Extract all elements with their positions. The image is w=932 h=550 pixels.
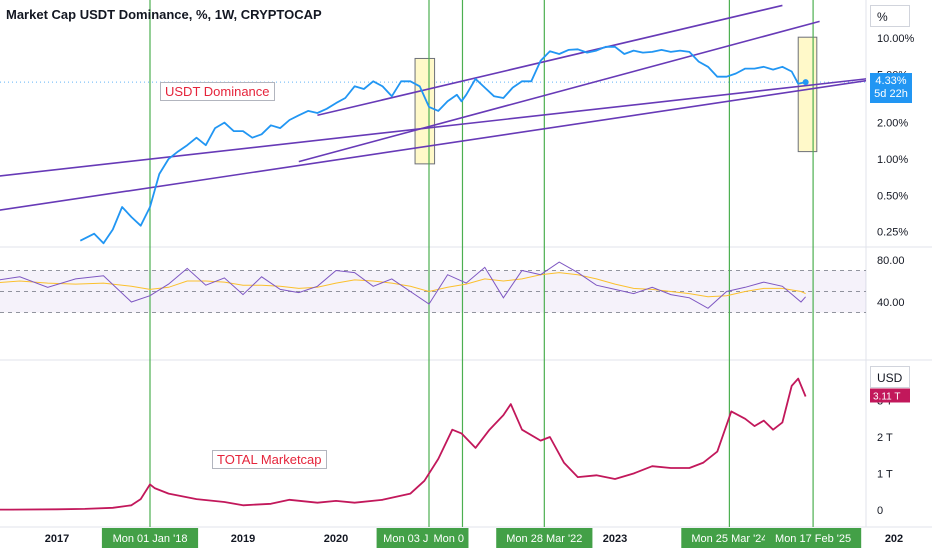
marker-date-label: Mon 28 Mar '22 — [506, 533, 582, 545]
x-tick-label: 2020 — [324, 533, 348, 545]
rsi-ma-line — [0, 272, 806, 298]
trendline — [298, 20, 820, 163]
marker-date-label: Mon 25 Mar '24 — [691, 533, 767, 545]
price-tick-label: 0.50% — [877, 190, 908, 202]
axis-layer: 10.00%5.00%2.00%1.00%0.50%0.25%80.0040.0… — [45, 33, 915, 548]
last-price-dot — [802, 79, 809, 86]
trendline — [0, 79, 866, 211]
marker-date-tag — [428, 528, 469, 548]
marker-date-label: Mon 0 — [433, 533, 464, 545]
x-tick-label: 202 — [885, 533, 903, 545]
x-tick-label: 2019 — [231, 533, 255, 545]
rsi-tick-label: 40.00 — [877, 297, 905, 309]
total-marketcap-line — [0, 377, 807, 511]
total-tick-label: 0 — [877, 505, 883, 517]
highlight-box — [797, 36, 818, 153]
usd-scale-button[interactable]: USD — [870, 366, 910, 388]
price-tick-label: 10.00% — [877, 33, 915, 45]
usdt-dominance-label[interactable]: USDT Dominance — [160, 82, 275, 101]
marker-date-tag — [101, 528, 199, 548]
countdown: 5d 22h — [874, 88, 908, 100]
total-price-tag — [870, 388, 910, 403]
marker-date-label: Mon 03 J — [383, 533, 428, 545]
highlight-box — [414, 57, 436, 165]
chart-title: Market Cap USDT Dominance, %, 1W, CRYPTO… — [6, 7, 322, 22]
rsi-line — [0, 261, 806, 309]
total-marketcap-label[interactable]: TOTAL Marketcap — [212, 450, 327, 469]
series-layer — [0, 45, 809, 511]
marker-date-label: Mon 17 Feb '25 — [775, 533, 851, 545]
highlight-box-layer — [414, 36, 818, 165]
price-tick-label: 2.00% — [877, 118, 908, 130]
price-value: 4.33% — [875, 75, 907, 87]
marker-date-tag — [681, 528, 778, 548]
marker-date-label: Mon 01 Jan '18 — [113, 533, 188, 545]
trendline — [317, 4, 783, 117]
total-tick-label: 2 T — [877, 432, 893, 444]
rsi-tick-label: 80.00 — [877, 255, 905, 267]
trendline — [0, 78, 866, 177]
marker-date-tag — [496, 528, 593, 548]
total-price-tag-text: 3.11 T — [873, 391, 900, 402]
percent-scale-button[interactable]: % — [870, 5, 910, 27]
rsi-band-layer — [0, 270, 866, 313]
x-tick-label: 2017 — [45, 533, 69, 545]
trendline-layer — [0, 4, 866, 211]
price-tick-label: 0.25% — [877, 227, 908, 239]
x-tick-label: 2023 — [603, 533, 627, 545]
price-tag: 4.33% 5d 22h — [870, 73, 912, 103]
grid-layer — [0, 0, 932, 528]
marker-date-tag — [764, 528, 862, 548]
usdt-dominance-line — [79, 45, 806, 245]
marker-date-tag — [376, 528, 435, 548]
total-tick-label: 1 T — [877, 469, 893, 481]
price-tick-label: 1.00% — [877, 154, 908, 166]
